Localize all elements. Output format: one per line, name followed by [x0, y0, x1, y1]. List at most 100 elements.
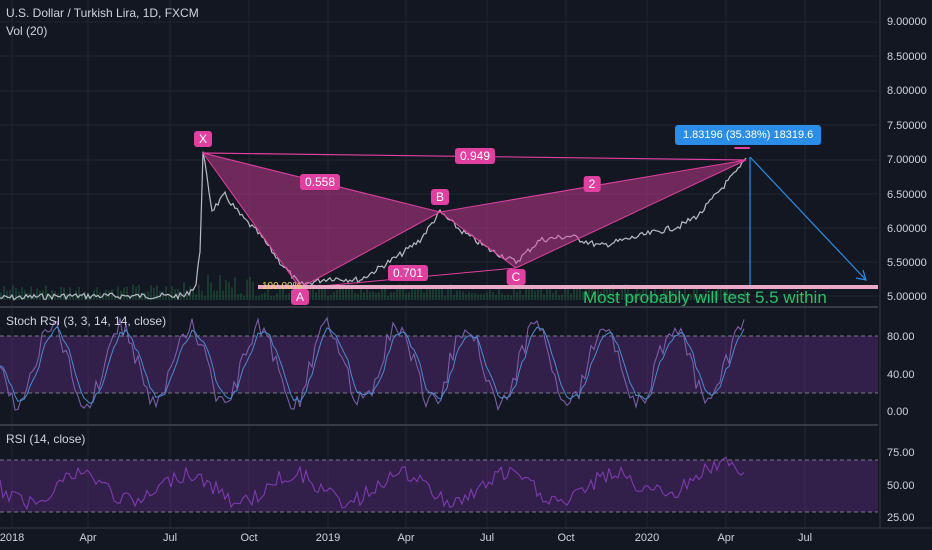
- volume-bar: [696, 287, 698, 300]
- volume-bar: [603, 285, 605, 300]
- volume-bar: [432, 285, 434, 300]
- volume-bar: [540, 288, 542, 300]
- volume-bar: [630, 292, 632, 300]
- volume-bar: [408, 291, 410, 300]
- volume-bar: [660, 294, 662, 300]
- volume-bar: [438, 287, 440, 300]
- volume-bar: [114, 295, 116, 300]
- time-tick: Jul: [797, 532, 813, 544]
- volume-bar: [570, 293, 572, 300]
- volume-bar: [267, 284, 269, 300]
- pattern-point-a[interactable]: A: [290, 289, 310, 305]
- volume-bar: [594, 285, 596, 300]
- volume-bar: [0, 292, 2, 300]
- volume-bar: [324, 287, 326, 300]
- note-clip: Most probably will test 5.5 within: [580, 288, 878, 306]
- volume-bar: [132, 284, 134, 300]
- volume-bar: [513, 288, 515, 300]
- volume-bar: [450, 284, 452, 300]
- volume-bar: [336, 289, 338, 300]
- volume-bar: [546, 285, 548, 300]
- volume-bar: [366, 286, 368, 300]
- ratio-abc[interactable]: 0.701: [387, 265, 429, 281]
- volume-bar: [687, 294, 689, 300]
- volume-bar: [162, 291, 164, 300]
- volume-bar: [315, 292, 317, 300]
- time-tick: 2019: [315, 532, 341, 544]
- analysis-note[interactable]: Most probably will test 5.5 within: [583, 288, 827, 306]
- volume-bar: [240, 293, 242, 300]
- volume-bar: [492, 291, 494, 300]
- volume-bar: [345, 286, 347, 300]
- volume-bar: [204, 295, 206, 300]
- volume-bar: [444, 295, 446, 300]
- stoch-d-line: [0, 325, 745, 404]
- volume-bar: [12, 285, 14, 300]
- volume-bar: [480, 294, 482, 300]
- stoch-tick: 40.00: [887, 369, 915, 381]
- volume-bar: [702, 293, 704, 300]
- volume-bar: [171, 286, 173, 300]
- volume-bar: [354, 293, 356, 300]
- volume-bar: [234, 277, 236, 300]
- volume-bar: [6, 290, 8, 300]
- volume-bar: [675, 289, 677, 300]
- volume-bar: [273, 295, 275, 300]
- volume-bar: [246, 279, 248, 300]
- volume-bar: [351, 285, 353, 300]
- volume-bar: [717, 285, 719, 300]
- volume-bar: [180, 291, 182, 300]
- volume-bar: [531, 284, 533, 300]
- pattern-point-d[interactable]: [734, 147, 750, 149]
- volume-bar: [453, 294, 455, 300]
- volume-bar: [399, 284, 401, 300]
- price-tick: 9.00000: [887, 16, 927, 28]
- volume-bar: [633, 295, 635, 300]
- volume-bar: [348, 284, 350, 300]
- volume-bar: [549, 289, 551, 300]
- volume-bar: [21, 287, 23, 300]
- volume-bar: [33, 292, 35, 300]
- volume-bar: [75, 290, 77, 300]
- ratio-xab[interactable]: 0.558: [299, 174, 341, 190]
- measure-callout[interactable]: 1.83196 (35.38%) 18319.6: [675, 125, 822, 145]
- volume-bar: [363, 292, 365, 300]
- volume-bar: [360, 287, 362, 300]
- rsi-band: [0, 460, 878, 512]
- ratio-xd[interactable]: 0.949: [454, 148, 496, 164]
- volume-bar: [672, 290, 674, 300]
- ratio-bcd[interactable]: 2: [583, 176, 601, 192]
- volume-bar: [420, 289, 422, 300]
- stoch-tick: 80.00: [887, 331, 915, 343]
- projection-arrow[interactable]: [749, 156, 867, 281]
- volume-bar: [504, 295, 506, 300]
- volume-bar: [459, 290, 461, 300]
- volume-bar: [111, 289, 113, 300]
- volume-bar: [456, 290, 458, 300]
- volume-bar: [249, 276, 251, 300]
- volume-bar: [552, 293, 554, 300]
- volume-bar: [669, 286, 671, 300]
- volume-bar: [429, 286, 431, 300]
- volume-bar: [15, 287, 17, 300]
- volume-bar: [414, 289, 416, 300]
- pattern-point-b[interactable]: B: [430, 189, 450, 205]
- volume-bar: [309, 287, 311, 300]
- volume-bar: [45, 285, 47, 300]
- volume-bar: [423, 292, 425, 300]
- volume-bar: [519, 289, 521, 300]
- pattern-point-x[interactable]: X: [193, 131, 213, 147]
- volume-bar: [213, 290, 215, 300]
- volume-bar: [426, 286, 428, 300]
- volume-bar: [723, 289, 725, 300]
- volume-bar: [471, 292, 473, 300]
- volume-bar: [621, 288, 623, 300]
- volume-bar: [573, 286, 575, 300]
- volume-bar: [744, 291, 746, 300]
- volume-bar: [591, 286, 593, 300]
- stoch-pane-title: Stoch RSI (3, 3, 14, 14, close): [6, 314, 167, 328]
- volume-bar: [726, 286, 728, 300]
- volume-bar: [639, 292, 641, 300]
- pattern-point-c[interactable]: C: [506, 269, 526, 285]
